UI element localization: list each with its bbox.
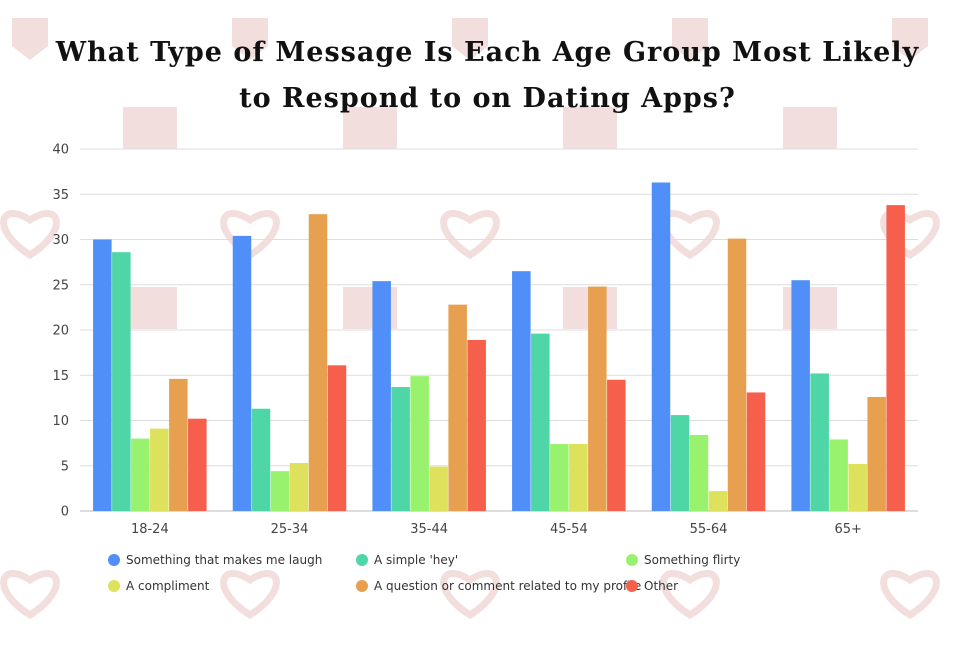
y-tick-label: 15	[52, 369, 69, 384]
bar: Something that makes me laugh — 18-24: 3…	[93, 239, 112, 511]
watermark-tag-shape	[12, 18, 48, 60]
watermark-tag-shape	[452, 18, 488, 60]
legend-label: Something flirty	[644, 553, 741, 567]
y-tick-label: 20	[52, 324, 69, 339]
watermark-heart-icon	[0, 570, 60, 620]
bar: Other — 35-44: 18.9	[467, 339, 486, 511]
bar: Other — 18-24: 10.2	[188, 418, 207, 511]
bar: A simple 'hey' — 35-44: 13.7	[391, 387, 410, 511]
bar: A question or comment related to my prof…	[867, 396, 886, 511]
legend-item[interactable]: A simple 'hey'	[356, 551, 626, 569]
bar: Other — 45-54: 14.5	[607, 379, 626, 511]
bar: Something flirty — 55-64: 8.4	[689, 434, 709, 511]
bar: Something flirty — 65+: 7.9	[829, 439, 848, 511]
watermark-heart-icon	[220, 210, 280, 260]
legend-swatch-icon	[356, 554, 368, 566]
bar: A simple 'hey' — 18-24: 28.6	[112, 252, 131, 512]
watermark-gift-icon	[123, 107, 177, 149]
legend-item[interactable]: Other	[626, 577, 736, 595]
watermark-gift-icon	[123, 287, 177, 329]
legend-item[interactable]: Something that makes me laugh	[108, 551, 356, 569]
y-tick-label: 0	[61, 505, 69, 520]
legend-label: Other	[644, 579, 679, 593]
legend-label: Something that makes me laugh	[126, 553, 323, 567]
y-tick-label: 40	[52, 143, 69, 158]
bar: Something flirty — 35-44: 14.9	[410, 376, 429, 511]
bar: Something that makes me laugh — 55-64: 3…	[651, 182, 671, 512]
legend-swatch-icon	[108, 554, 120, 566]
watermark-gift-icon	[343, 107, 397, 149]
bar: A question or comment related to my prof…	[727, 238, 747, 511]
bar: A compliment — 18-24: 9.1	[150, 428, 169, 511]
bar: Other — 25-34: 16.1	[327, 365, 347, 511]
watermark-heart-icon	[440, 570, 500, 620]
x-tick-label: 18-24	[131, 522, 169, 537]
bar: Something that makes me laugh — 25-34: 3…	[232, 235, 252, 511]
legend-swatch-icon	[108, 580, 120, 592]
bar: Something flirty — 25-34: 4.4	[270, 471, 290, 511]
watermark-heart-icon	[880, 570, 940, 620]
watermark-tag-shape	[892, 18, 928, 60]
x-tick-label: 35-44	[410, 522, 448, 537]
legend-label: A simple 'hey'	[374, 553, 459, 567]
y-tick-label: 5	[61, 459, 69, 474]
y-tick-label: 35	[52, 188, 69, 203]
watermark-tag-shape	[672, 18, 708, 60]
chart-legend: Something that makes me laugh A simple 'h…	[108, 551, 740, 595]
bar: A compliment — 55-64: 2.2	[708, 491, 728, 511]
watermark-heart-icon	[220, 570, 280, 620]
watermark-gift-icon	[783, 107, 837, 149]
x-tick-label: 65+	[834, 522, 861, 537]
legend-swatch-icon	[626, 554, 638, 566]
legend-label: A question or comment related to my prof…	[374, 579, 642, 593]
watermark-gift-icon	[563, 107, 617, 149]
watermark-heart-icon	[440, 210, 500, 260]
y-tick-label: 10	[52, 414, 69, 429]
x-tick-label: 25-34	[271, 522, 309, 537]
bar: A simple 'hey' — 45-54: 19.6	[531, 333, 550, 511]
bar: Something flirty — 45-54: 7.4	[550, 444, 569, 511]
y-tick-label: 30	[52, 233, 69, 248]
bar: A compliment — 35-44: 4.9	[429, 466, 448, 511]
legend-label: A compliment	[126, 579, 210, 593]
y-tick-label: 25	[52, 278, 69, 293]
bar: A question or comment related to my prof…	[448, 304, 467, 511]
legend-swatch-icon	[356, 580, 368, 592]
legend-item[interactable]: Something flirty	[626, 551, 740, 569]
bar: A compliment — 45-54: 7.4	[569, 444, 588, 511]
bar: A question or comment related to my prof…	[169, 378, 188, 511]
bar: Something that makes me laugh — 65+: 25.…	[791, 280, 810, 511]
bar: Other — 65+: 33.8	[886, 205, 905, 512]
chart-title: What Type of Message Is Each Age Group M…	[55, 37, 920, 114]
bar: A compliment — 65+: 5.2	[848, 463, 867, 511]
bar: A simple 'hey' — 55-64: 10.6	[670, 415, 690, 511]
bar: Other — 55-64: 13.1	[746, 392, 766, 511]
legend-swatch-icon	[626, 580, 638, 592]
x-tick-label: 45-54	[550, 522, 588, 537]
watermark-heart-icon	[0, 210, 60, 260]
bar: A simple 'hey' — 25-34: 11.3	[251, 408, 271, 511]
bar: Something flirty — 18-24: 8	[131, 438, 150, 511]
bar: A simple 'hey' — 65+: 15.2	[810, 373, 829, 511]
bar: A question or comment related to my prof…	[308, 214, 328, 511]
watermark-heart-icon	[660, 570, 720, 620]
legend-item[interactable]: A question or comment related to my prof…	[356, 577, 641, 595]
watermark-tag-shape	[232, 18, 268, 60]
x-tick-label: 55-64	[690, 522, 728, 537]
bar: Something that makes me laugh — 35-44: 2…	[372, 281, 391, 511]
bar: A compliment — 25-34: 5.3	[289, 463, 309, 511]
bar: A question or comment related to my prof…	[588, 286, 607, 511]
legend-item[interactable]: A compliment	[108, 577, 356, 595]
bar: Something that makes me laugh — 45-54: 2…	[512, 271, 531, 511]
